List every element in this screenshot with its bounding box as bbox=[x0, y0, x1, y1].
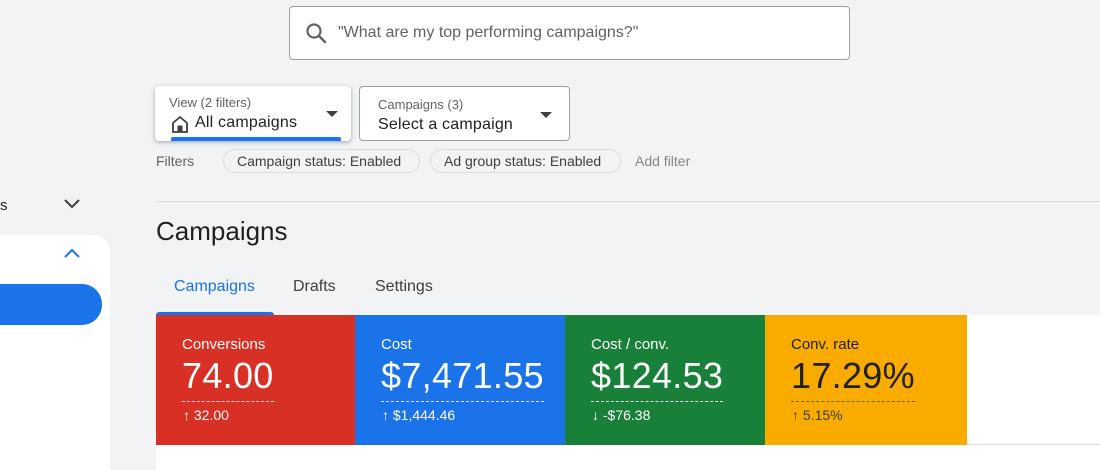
tab-bar: Campaigns Drafts Settings bbox=[156, 276, 1100, 316]
metric-value: $7,471.55 bbox=[381, 355, 544, 402]
view-dropdown[interactable]: View (2 filters) All campaigns bbox=[155, 86, 351, 141]
filters-label: Filters bbox=[156, 153, 195, 169]
view-dropdown-focus-bar bbox=[171, 137, 341, 141]
add-filter-button[interactable]: Add filter bbox=[635, 153, 691, 169]
campaigns-dropdown-value: Select a campaign bbox=[378, 116, 514, 133]
metric-delta: ↓ -$76.38 bbox=[592, 407, 651, 423]
metric-card-conversion-rate[interactable]: Conv. rate 17.29% ↑ 5.15% bbox=[765, 315, 967, 445]
home-icon bbox=[172, 115, 188, 133]
section-divider bbox=[156, 201, 1100, 202]
tab-settings[interactable]: Settings bbox=[375, 278, 433, 295]
chevron-up-icon[interactable] bbox=[62, 246, 82, 260]
metric-delta: ↑ 5.15% bbox=[792, 407, 843, 423]
metric-label: Conv. rate bbox=[791, 336, 860, 353]
chevron-down-icon[interactable] bbox=[62, 197, 82, 211]
metric-delta: ↑ $1,444.46 bbox=[382, 407, 456, 423]
campaigns-dropdown-label: Campaigns (3) bbox=[378, 97, 464, 112]
tab-drafts[interactable]: Drafts bbox=[293, 278, 336, 295]
dropdown-arrow-icon bbox=[326, 111, 338, 117]
active-tab-indicator bbox=[156, 312, 274, 316]
dropdown-arrow-icon bbox=[540, 112, 552, 118]
view-dropdown-label: View (2 filters) bbox=[169, 95, 252, 110]
search-box[interactable]: "What are my top performing campaigns?" bbox=[289, 6, 850, 60]
page-title: Campaigns bbox=[156, 216, 288, 246]
metric-label: Cost bbox=[381, 336, 412, 353]
metric-card-conversions[interactable]: Conversions 74.00 ↑ 32.00 bbox=[156, 315, 355, 445]
metric-card-cost[interactable]: Cost $7,471.55 ↑ $1,444.46 bbox=[355, 315, 565, 445]
view-dropdown-value: All campaigns bbox=[195, 114, 298, 131]
metric-card-cost-per-conversion[interactable]: Cost / conv. $124.53 ↓ -$76.38 bbox=[565, 315, 765, 445]
sidebar-item-active[interactable] bbox=[0, 284, 102, 325]
metric-label: Cost / conv. bbox=[591, 336, 670, 353]
metric-value: $124.53 bbox=[591, 355, 724, 402]
sidebar-item-label[interactable]: s bbox=[0, 197, 8, 214]
scorecard-divider bbox=[966, 444, 1100, 445]
campaigns-dropdown[interactable]: Campaigns (3) Select a campaign bbox=[359, 86, 570, 141]
metric-value: 74.00 bbox=[182, 355, 274, 402]
search-placeholder: "What are my top performing campaigns?" bbox=[338, 24, 639, 41]
filter-chip-ad-group-status[interactable]: Ad group status: Enabled bbox=[430, 149, 621, 173]
filter-chip-campaign-status[interactable]: Campaign status: Enabled bbox=[223, 149, 420, 173]
sidebar-panel bbox=[0, 235, 110, 470]
tab-campaigns[interactable]: Campaigns bbox=[174, 278, 255, 295]
metric-value: 17.29% bbox=[791, 355, 915, 402]
search-icon bbox=[306, 23, 327, 44]
metric-label: Conversions bbox=[182, 336, 266, 353]
metric-delta: ↑ 32.00 bbox=[183, 407, 229, 423]
